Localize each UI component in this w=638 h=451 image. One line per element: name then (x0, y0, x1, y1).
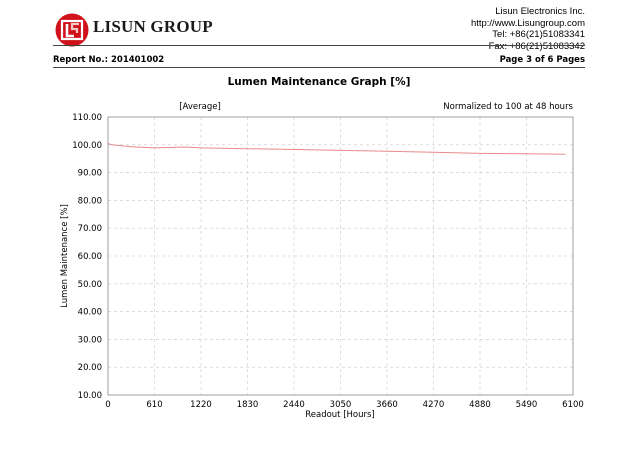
y-tick-label: 50.00 (78, 280, 102, 290)
y-tick-label: 100.00 (72, 141, 102, 151)
plot-frame (107, 116, 574, 396)
series-line (107, 142, 566, 155)
header-divider (53, 45, 585, 46)
y-tick-label: 70.00 (78, 224, 102, 234)
y-tick-label: 20.00 (78, 363, 102, 373)
y-tick-labels: 10.00 20.00 30.00 40.00 50.00 60.00 70.00 80.00… (72, 113, 102, 401)
contact-block: Lisun Electronics Inc. http://www.Lisung… (471, 6, 585, 52)
website-link[interactable]: http://www.Lisungroup.com (470, 17, 585, 29)
x-tick-label: 5490 (516, 400, 538, 410)
phone-number: Tel: +86(21)51083341 (492, 29, 585, 41)
x-tick-label: 6100 (562, 400, 584, 410)
company-name: Lisun Electronics Inc. (495, 6, 585, 17)
y-tick-label: 60.00 (78, 252, 102, 262)
chart-subtitle-left: [Average] (179, 102, 221, 112)
y-axis-label: Lumen Maintenance [%] (60, 204, 70, 308)
fax-number: Fax: +86(21)51083342 (488, 40, 585, 52)
report-number: Report No.: 201401002 (53, 55, 165, 65)
x-tick-label: 610 (146, 400, 162, 410)
x-tick-label: 0 (105, 400, 110, 410)
subheader-divider (53, 67, 585, 68)
x-tick-label: 4270 (423, 400, 445, 410)
y-tick-label: 30.00 (78, 335, 102, 345)
x-tick-label: 3050 (330, 400, 352, 410)
lisun-logo-icon (55, 13, 89, 47)
chart-title: Lumen Maintenance Graph [%] (228, 76, 411, 88)
brand-name: LISUN GROUP (93, 17, 213, 36)
grid-lines (108, 117, 573, 395)
chart-subtitle-right: Normalized to 100 at 48 hours (443, 102, 573, 112)
x-tick-label: 2440 (283, 400, 305, 410)
y-tick-label: 80.00 (78, 196, 102, 206)
x-tick-label: 1830 (237, 400, 259, 410)
x-axis-label: Readout [Hours] (305, 410, 375, 420)
x-tick-label: 3660 (376, 400, 398, 410)
x-tick-label: 1220 (190, 400, 212, 410)
y-tick-label: 10.00 (78, 391, 102, 401)
x-tick-label: 4880 (469, 400, 491, 410)
y-tick-label: 110.00 (72, 113, 102, 123)
page-indicator: Page 3 of 6 Pages (499, 55, 585, 65)
y-tick-label: 40.00 (78, 308, 102, 318)
y-tick-label: 90.00 (78, 169, 102, 179)
x-tick-labels: 0 610 1220 1830 2440 3050 3660 4270 4880 5490 6100 (105, 400, 584, 410)
